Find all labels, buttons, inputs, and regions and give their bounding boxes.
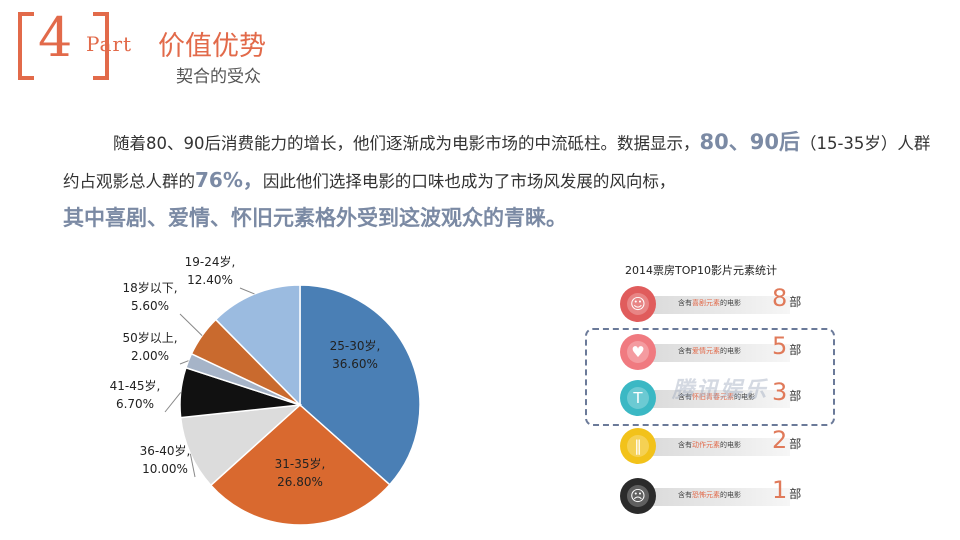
infographic-title: 2014票房TOP10影片元素统计: [625, 264, 778, 277]
row-count-unit: 部: [789, 343, 802, 357]
row-label: 含有喜剧元素的电影: [678, 298, 741, 308]
scream-mask-icon: ☹: [620, 478, 656, 514]
page-subtitle: 契合的受众: [176, 67, 261, 87]
paragraph-text-2: （15-35岁）人群约占观影总人群的: [63, 134, 931, 191]
leader-line-6: [239, 287, 255, 295]
row-label: 含有恐怖元素的电影: [678, 490, 741, 500]
pie-svg: 25-30岁, 36.60% 31-35岁, 26.80% 36-40岁, 10.00% 4…: [110, 254, 421, 526]
pie-slice-0: [299, 284, 421, 486]
row-label: 含有爱情元素的电影: [678, 346, 741, 356]
slice-label-name-0: 25-30岁,: [330, 338, 381, 353]
row-element: 喜剧元素: [692, 299, 720, 307]
row-label: 含有动作元素的电影: [678, 440, 741, 450]
pie-slice-6: [214, 284, 301, 407]
slice-label-pct-5: 5.60%: [131, 299, 169, 313]
paragraph-text-1: 随着80、90后消费能力的增长，他们逐渐成为电影市场的中流砥柱。数据显示，: [113, 134, 700, 153]
intro-paragraph: 随着80、90后消费能力的增长，他们逐渐成为电影市场的中流砥柱。数据显示，80、…: [63, 124, 933, 238]
slice-label-pct-1: 26.80%: [277, 475, 323, 489]
slice-label-pct-4: 2.00%: [131, 349, 169, 363]
row-count-value: 8: [772, 284, 788, 312]
row-suffix: 的电影: [734, 393, 755, 401]
part-label: Part: [86, 32, 133, 56]
section-header: 4 Part 价值优势 契合的受众: [0, 0, 400, 100]
row-element: 动作元素: [692, 441, 720, 449]
element-row: ‖ 含有动作元素的电影 2 部: [620, 426, 820, 466]
paragraph-highlight-2: 76%，: [195, 168, 263, 192]
row-count-unit: 部: [789, 295, 802, 309]
highlight-dashed-box: [585, 328, 835, 426]
leader-line-2: [189, 453, 196, 478]
row-suffix: 的电影: [720, 299, 741, 307]
row-count-unit: 部: [789, 437, 802, 451]
row-suffix: 的电影: [720, 347, 741, 355]
row-prefix: 含有: [678, 347, 692, 355]
pie-slice-1: [209, 403, 391, 526]
pie-slice-2: [179, 404, 303, 487]
row-count-value: 1: [772, 476, 788, 504]
comedy-face-icon: ☺: [620, 286, 656, 322]
element-row: T 含有怀旧青春元素的电影 3 部: [620, 378, 820, 418]
slice-label-name-2: 36-40岁,: [140, 443, 191, 458]
right-bracket: [93, 12, 109, 80]
watermark: 腾讯娱乐: [672, 378, 769, 403]
paragraph-highlight-3: 其中喜剧、爱情、怀旧元素格外受到这波观众的青睐。: [63, 206, 567, 230]
age-pie-chart: 25-30岁, 36.60% 31-35岁, 26.80% 36-40岁, 10.00% 4…: [90, 250, 430, 530]
element-row: ☹ 含有恐怖元素的电影 1 部: [620, 476, 820, 516]
slice-label-name-1: 31-35岁,: [275, 456, 326, 471]
slice-label-pct-3: 6.70%: [116, 397, 154, 411]
leader-line-4: [179, 360, 189, 365]
row-count-unit: 部: [789, 389, 802, 403]
leader-line-3: [164, 392, 182, 413]
slice-label-name-5: 18岁以下,: [122, 280, 177, 295]
element-row: ♥ 含有爱情元素的电影 5 部: [620, 332, 820, 372]
row-count-unit: 部: [789, 487, 802, 501]
slice-label-pct-2: 10.00%: [142, 462, 188, 476]
row-element: 怀旧青春元素: [692, 393, 734, 401]
row-element: 恐怖元素: [692, 491, 720, 499]
slice-label-name-4: 50岁以上,: [122, 330, 177, 345]
tshirt-icon: T: [620, 380, 656, 416]
heart-icon: ♥: [620, 334, 656, 370]
row-prefix: 含有: [678, 441, 692, 449]
left-bracket: [18, 12, 34, 80]
leader-line-5: [179, 313, 203, 336]
page-title: 价值优势: [158, 31, 266, 62]
row-prefix: 含有: [678, 299, 692, 307]
pause-icon: ‖: [620, 428, 656, 464]
row-element: 爱情元素: [692, 347, 720, 355]
row-count-value: 3: [772, 378, 788, 406]
paragraph-highlight-1: 80、90后: [699, 130, 800, 154]
row-count-value: 5: [772, 332, 788, 360]
row-prefix: 含有: [678, 491, 692, 499]
row-count-value: 2: [772, 426, 788, 454]
slice-label-name-3: 41-45岁,: [110, 378, 161, 393]
row-label: 含有怀旧青春元素的电影: [678, 392, 755, 402]
element-row: ☺ 含有喜剧元素的电影 8 部: [620, 284, 820, 324]
row-suffix: 的电影: [720, 441, 741, 449]
section-number: 4: [38, 6, 73, 69]
row-prefix: 含有: [678, 393, 692, 401]
row-suffix: 的电影: [720, 491, 741, 499]
slice-label-name-6: 19-24岁,: [185, 254, 236, 269]
paragraph-text-3: 因此他们选择电影的口味也成为了市场风发展的风向标，: [262, 172, 676, 191]
slice-label-pct-6: 12.40%: [187, 273, 233, 287]
slice-label-pct-0: 36.60%: [332, 357, 378, 371]
